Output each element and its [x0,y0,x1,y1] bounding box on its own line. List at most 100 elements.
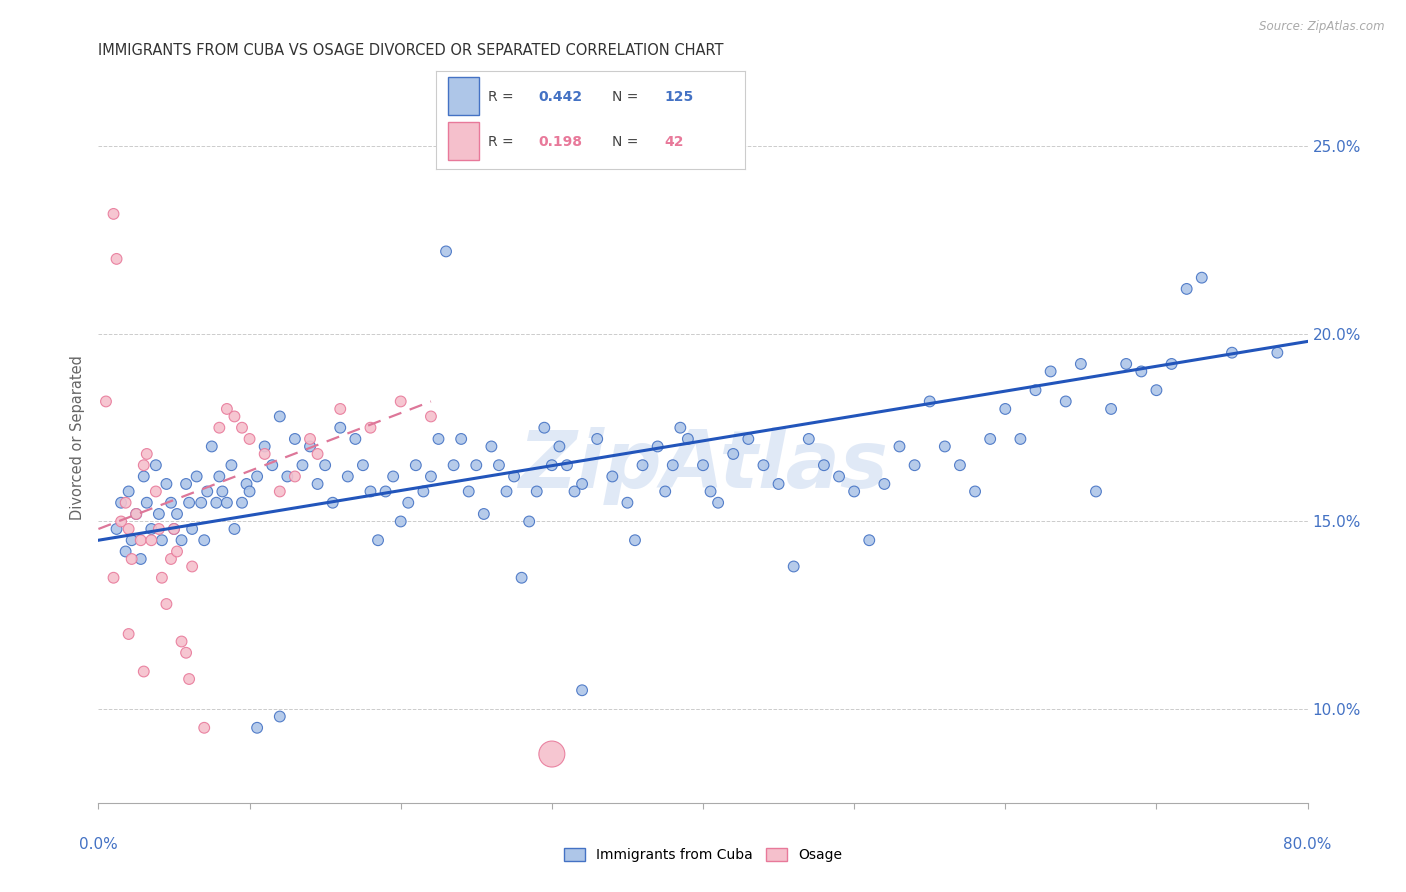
Point [828,469,851,483]
Point [450,432,472,446]
Text: 42: 42 [665,135,685,149]
Point [179,496,201,510]
Point [427,432,450,446]
Text: N =: N = [612,135,638,149]
Y-axis label: Divorced or Separated: Divorced or Separated [70,355,86,519]
Point [517,515,540,529]
Point [768,477,790,491]
Point [669,420,692,434]
Point [586,432,609,446]
Point [389,394,412,409]
Point [94,394,117,409]
Point [166,507,188,521]
Point [389,515,412,529]
Point [336,469,359,483]
Point [170,533,193,548]
Point [1010,432,1032,446]
Point [208,420,231,434]
Point [299,432,322,446]
Point [1130,364,1153,378]
Point [132,469,155,483]
Point [571,477,593,491]
Point [114,496,136,510]
Point [858,533,880,548]
Point [797,432,820,446]
Point [329,420,352,434]
Point [181,559,204,574]
Point [195,484,218,499]
Point [121,533,143,548]
Point [396,496,419,510]
Point [307,447,329,461]
Bar [449,122,479,160]
Point [352,458,374,473]
Point [495,484,517,499]
Point [1115,357,1137,371]
Text: 125: 125 [665,90,695,103]
Point [1220,345,1243,359]
Point [145,484,167,499]
Point [269,484,291,499]
Text: IMMIGRANTS FROM CUBA VS OSAGE DIVORCED OR SEPARATED CORRELATION CHART: IMMIGRANTS FROM CUBA VS OSAGE DIVORCED O… [98,43,724,58]
Point [548,440,571,454]
Point [276,469,298,483]
Point [291,458,314,473]
Point [322,496,344,510]
Point [457,484,479,499]
Point [889,440,911,454]
Point [647,440,669,454]
Point [844,484,866,499]
Legend: Immigrants from Cuba, Osage: Immigrants from Cuba, Osage [557,841,849,869]
Point [150,533,173,548]
Point [1024,383,1046,397]
Point [201,440,224,454]
Point [314,458,336,473]
Point [163,522,186,536]
Point [510,571,533,585]
Point [269,409,291,424]
Point [1054,394,1077,409]
Point [420,409,443,424]
Point [205,496,228,510]
Point [540,747,562,761]
Point [284,432,307,446]
Point [132,458,155,473]
Point [105,252,128,266]
Point [125,507,148,521]
Point [224,522,246,536]
Point [150,571,173,585]
Point [676,432,699,446]
Point [934,440,956,454]
Point [555,458,578,473]
Point [155,597,177,611]
Point [114,544,136,558]
Point [723,447,745,461]
Point [190,496,212,510]
Point [533,420,555,434]
Point [215,496,238,510]
Text: 0.442: 0.442 [538,90,582,103]
Point [181,522,204,536]
Point [118,522,141,536]
Point [540,458,562,473]
Point [253,447,276,461]
Point [752,458,775,473]
Point [564,484,586,499]
Point [503,469,526,483]
Point [707,496,730,510]
Point [692,458,714,473]
Point [965,484,987,499]
Point [224,409,246,424]
Point [246,469,269,483]
Point [211,484,233,499]
Point [246,721,269,735]
Point [193,533,215,548]
Point [472,507,495,521]
Point [465,458,488,473]
Point [602,469,624,483]
Point [129,533,152,548]
Point [329,401,352,416]
Point [299,440,322,454]
Point [208,469,231,483]
Point [135,496,157,510]
